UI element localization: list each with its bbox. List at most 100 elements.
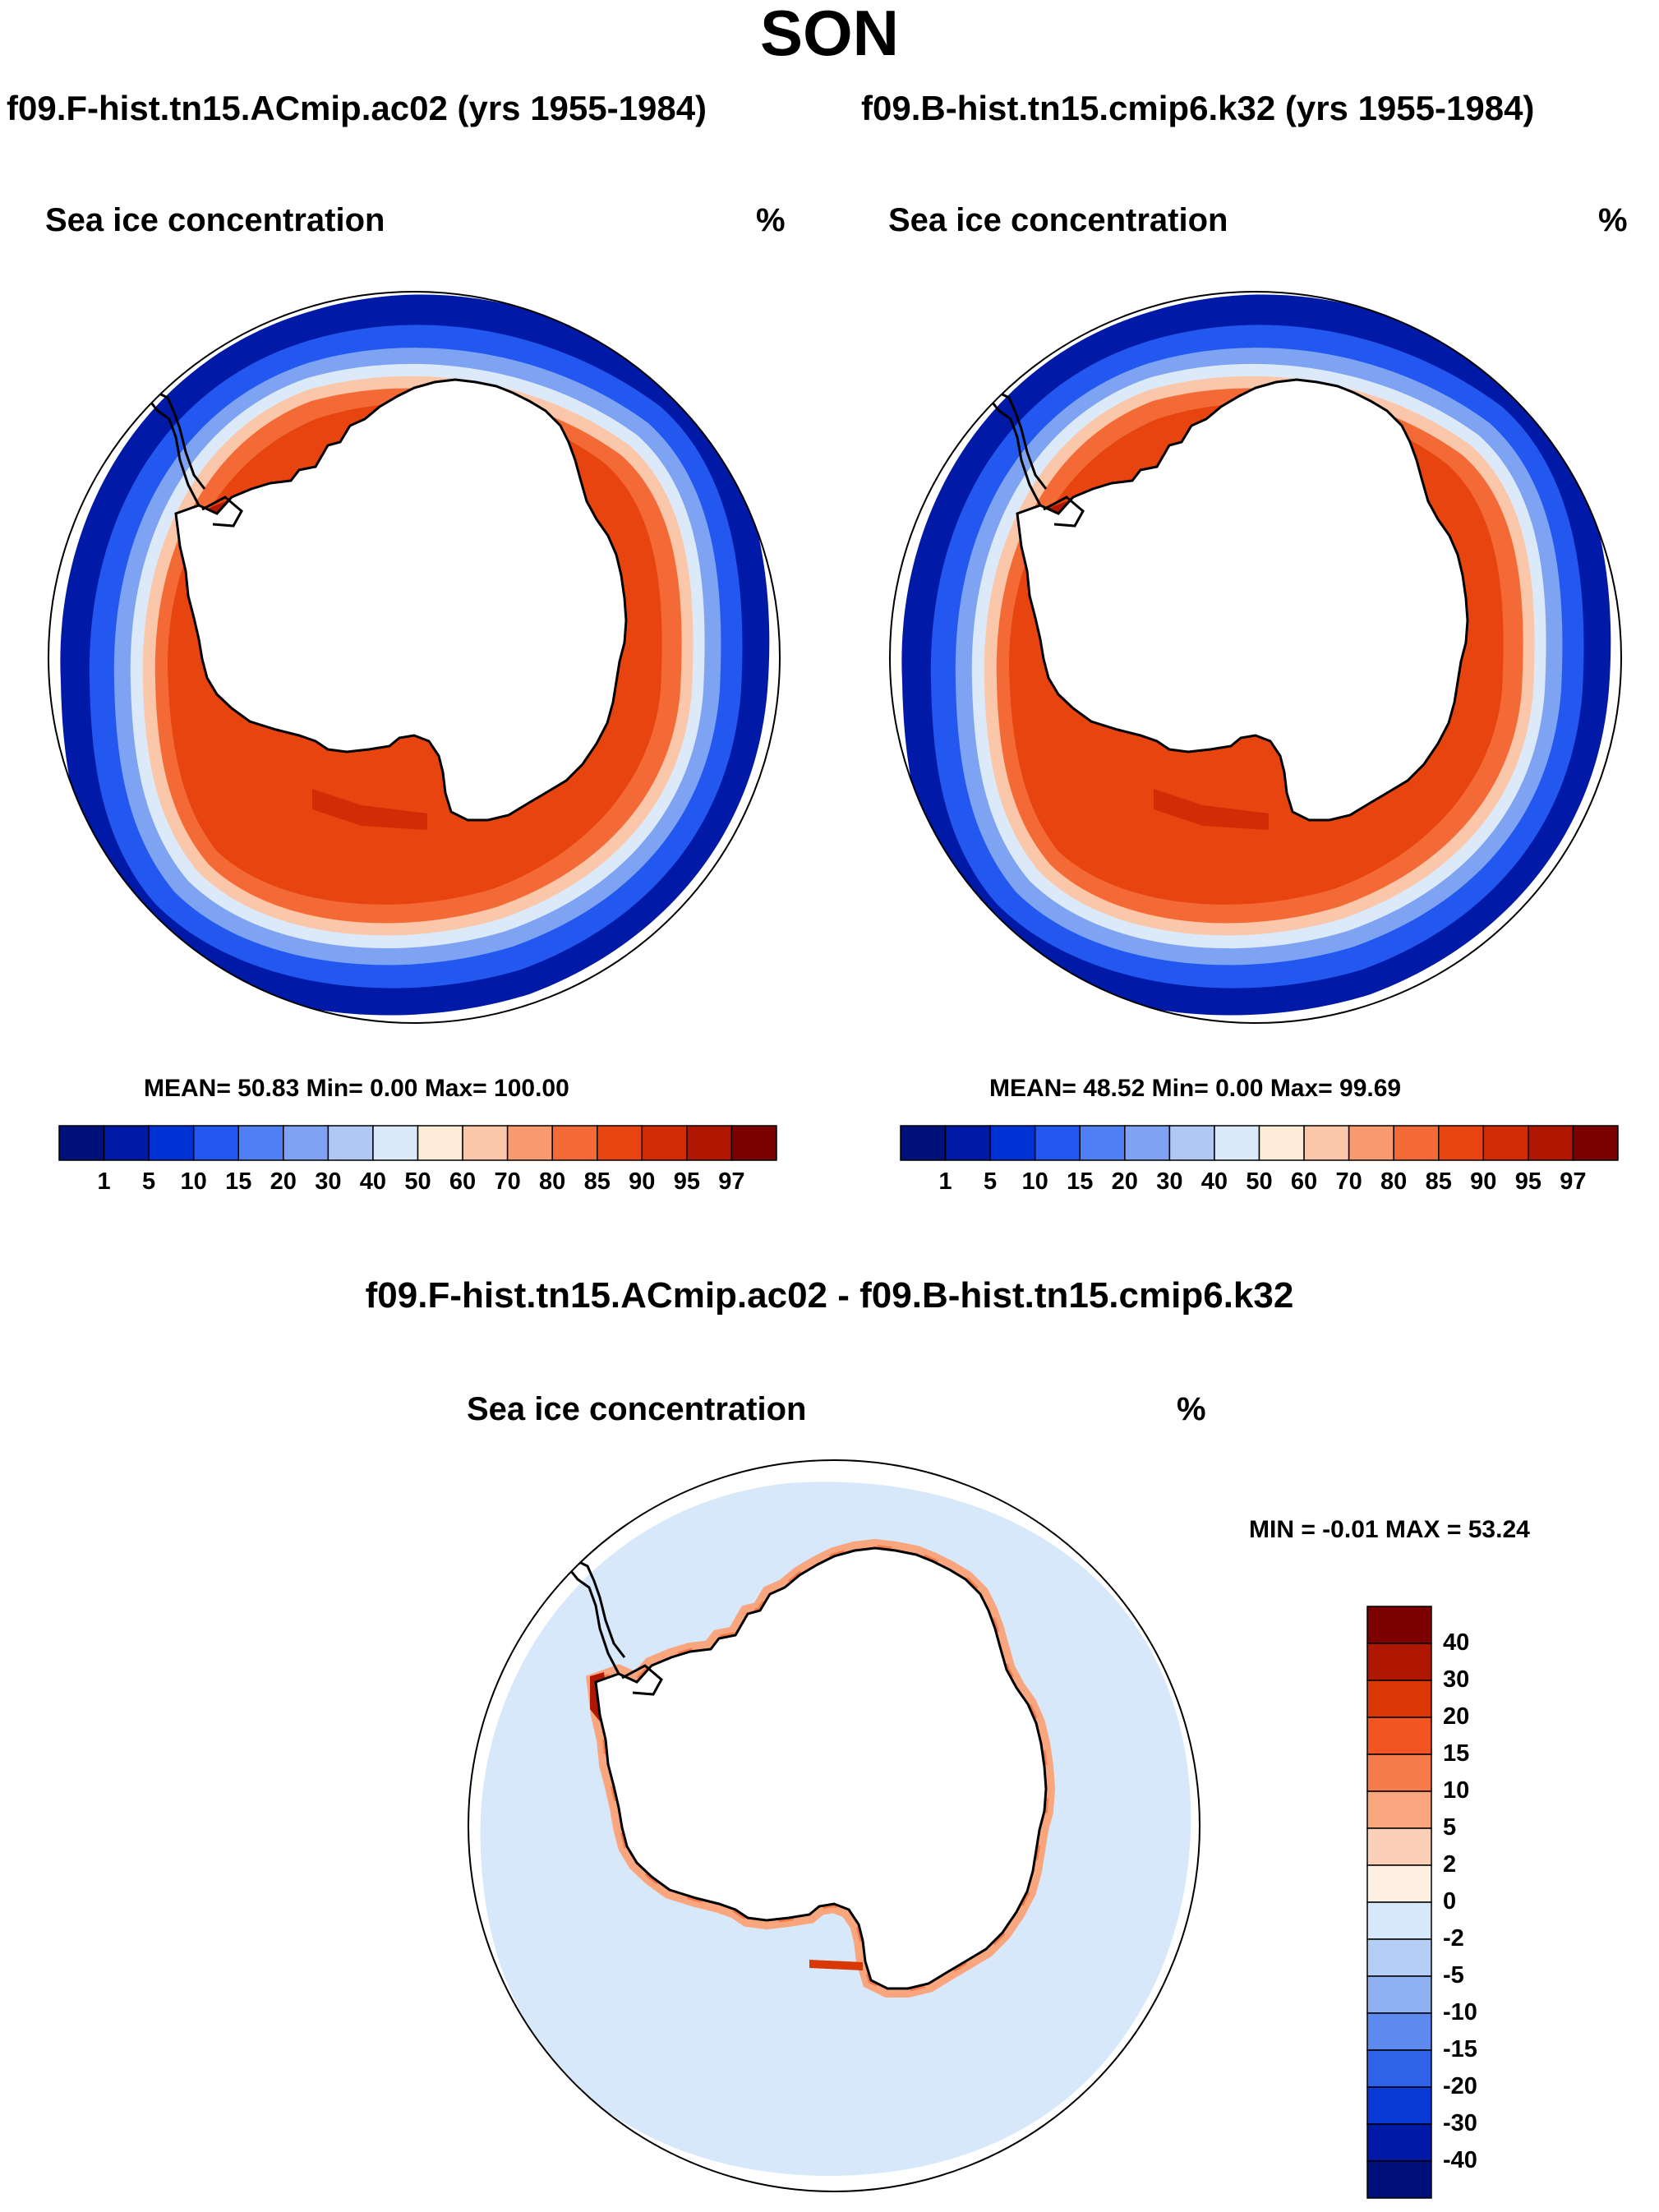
colorbar-tick-label: 15	[1443, 1740, 1470, 1767]
left-map	[48, 292, 780, 1023]
colorbar-tick-label: 15	[1067, 1168, 1094, 1195]
colorbar-swatch	[944, 1125, 991, 1161]
colorbar-swatch	[1258, 1125, 1305, 1161]
colorbar-tick-label: 95	[1514, 1168, 1541, 1195]
colorbar-tick-label: 85	[1425, 1168, 1452, 1195]
colorbar-swatch	[1366, 1864, 1432, 1903]
diff-map	[468, 1460, 1200, 2191]
colorbar-swatch	[1366, 2012, 1432, 2051]
figure-title: SON	[759, 0, 900, 69]
colorbar-swatch	[237, 1125, 284, 1161]
colorbar-tick-label: 80	[1380, 1168, 1408, 1195]
colorbar-tick-label: -2	[1443, 1925, 1464, 1952]
left-stats: MEAN= 50.83 Min= 0.00 Max= 100.00	[144, 1075, 569, 1102]
colorbar-tick-label: 30	[1156, 1168, 1183, 1195]
colorbar-tick-label: 10	[180, 1168, 207, 1195]
colorbar-swatch	[1366, 1606, 1432, 1644]
colorbar-tick-label: 5	[1443, 1814, 1457, 1841]
colorbar-swatch	[989, 1125, 1036, 1161]
diff-map-frame	[468, 1459, 1200, 2192]
colorbar-tick-label: -40	[1443, 2147, 1477, 2173]
colorbar-swatch	[730, 1125, 777, 1161]
colorbar-tick-label: -30	[1443, 2110, 1477, 2136]
left-variable-label: Sea ice concentration	[45, 202, 385, 238]
right-variable-label: Sea ice concentration	[888, 202, 1228, 238]
colorbar-swatch	[1366, 1975, 1432, 2014]
colorbar-swatch	[1034, 1125, 1081, 1161]
right-colorbar	[900, 1125, 1619, 1161]
colorbar-tick-label: 97	[1560, 1168, 1587, 1195]
colorbar-swatch	[641, 1125, 688, 1161]
colorbar-swatch	[1366, 2123, 1432, 2162]
left-map-frame	[48, 291, 781, 1024]
left-units-label: %	[756, 202, 786, 238]
right-units-label: %	[1598, 202, 1628, 238]
colorbar-tick-label: -20	[1443, 2073, 1477, 2099]
colorbar-swatch	[1572, 1125, 1619, 1161]
colorbar-tick-label: 20	[1111, 1168, 1138, 1195]
colorbar-tick-label: 30	[1443, 1666, 1470, 1693]
colorbar-swatch	[597, 1125, 643, 1161]
colorbar-swatch	[1366, 1753, 1432, 1792]
colorbar-tick-label: 90	[629, 1168, 656, 1195]
colorbar-swatch	[148, 1125, 195, 1161]
difference-title: f09.F-hist.tn15.ACmip.ac02 - f09.B-hist.…	[365, 1275, 1294, 1316]
colorbar-swatch	[327, 1125, 374, 1161]
colorbar-swatch	[1366, 1901, 1432, 1940]
colorbar-swatch	[1366, 1827, 1432, 1866]
colorbar-tick-label: 15	[225, 1168, 252, 1195]
colorbar-tick-label: 5	[984, 1168, 998, 1195]
colorbar-tick-label: 95	[673, 1168, 700, 1195]
colorbar-tick-label: 5	[142, 1168, 156, 1195]
colorbar-tick-label: -10	[1443, 1999, 1477, 2025]
colorbar-swatch	[1366, 1938, 1432, 1977]
colorbar-swatch	[1366, 1643, 1432, 1681]
colorbar-swatch	[1482, 1125, 1529, 1161]
diff-variable-label: Sea ice concentration	[467, 1391, 807, 1427]
colorbar-tick-label: 40	[1443, 1629, 1470, 1656]
colorbar-tick-label: 97	[718, 1168, 745, 1195]
colorbar-swatch	[192, 1125, 239, 1161]
colorbar-swatch	[1168, 1125, 1215, 1161]
colorbar-tick-label: 85	[583, 1168, 611, 1195]
colorbar-tick-label: 40	[359, 1168, 387, 1195]
colorbar-tick-label: -5	[1443, 1962, 1464, 1988]
colorbar-swatch	[1438, 1125, 1485, 1161]
colorbar-swatch	[1366, 2049, 1432, 2088]
colorbar-tick-label: 90	[1470, 1168, 1497, 1195]
colorbar-tick-label: 40	[1200, 1168, 1228, 1195]
colorbar-swatch	[1366, 1790, 1432, 1829]
colorbar-tick-label: 10	[1443, 1777, 1470, 1804]
colorbar-swatch	[58, 1125, 105, 1161]
colorbar-swatch	[686, 1125, 733, 1161]
colorbar-tick-label: 10	[1021, 1168, 1048, 1195]
colorbar-tick-label: 1	[938, 1168, 952, 1195]
colorbar-swatch	[1124, 1125, 1171, 1161]
colorbar-swatch	[1366, 2086, 1432, 2125]
colorbar-tick-label: -15	[1443, 2036, 1477, 2062]
diff-stats: MIN = -0.01 MAX = 53.24	[1249, 1516, 1530, 1543]
colorbar-tick-label: 50	[1246, 1168, 1273, 1195]
colorbar-swatch	[1366, 1717, 1432, 1755]
colorbar-swatch	[462, 1125, 509, 1161]
colorbar-swatch	[417, 1125, 463, 1161]
colorbar-tick-label: 1	[97, 1168, 111, 1195]
right-map-frame	[889, 291, 1622, 1024]
colorbar-swatch	[1214, 1125, 1260, 1161]
colorbar-tick-label: 70	[1335, 1168, 1362, 1195]
case-b-title: f09.B-hist.tn15.cmip6.k32 (yrs 1955-1984…	[861, 89, 1535, 127]
left-colorbar	[58, 1125, 777, 1161]
colorbar-tick-label: 20	[270, 1168, 297, 1195]
colorbar-tick-label: 60	[449, 1168, 477, 1195]
right-map	[890, 292, 1621, 1023]
colorbar-swatch	[1348, 1125, 1394, 1161]
diff-units-label: %	[1177, 1391, 1206, 1427]
colorbar-tick-label: 50	[404, 1168, 431, 1195]
colorbar-swatch	[372, 1125, 419, 1161]
colorbar-tick-label: 0	[1443, 1888, 1457, 1915]
diff-colorbar	[1366, 1606, 1432, 2199]
colorbar-swatch	[1528, 1125, 1574, 1161]
colorbar-tick-label: 2	[1443, 1851, 1457, 1878]
colorbar-swatch	[1079, 1125, 1126, 1161]
